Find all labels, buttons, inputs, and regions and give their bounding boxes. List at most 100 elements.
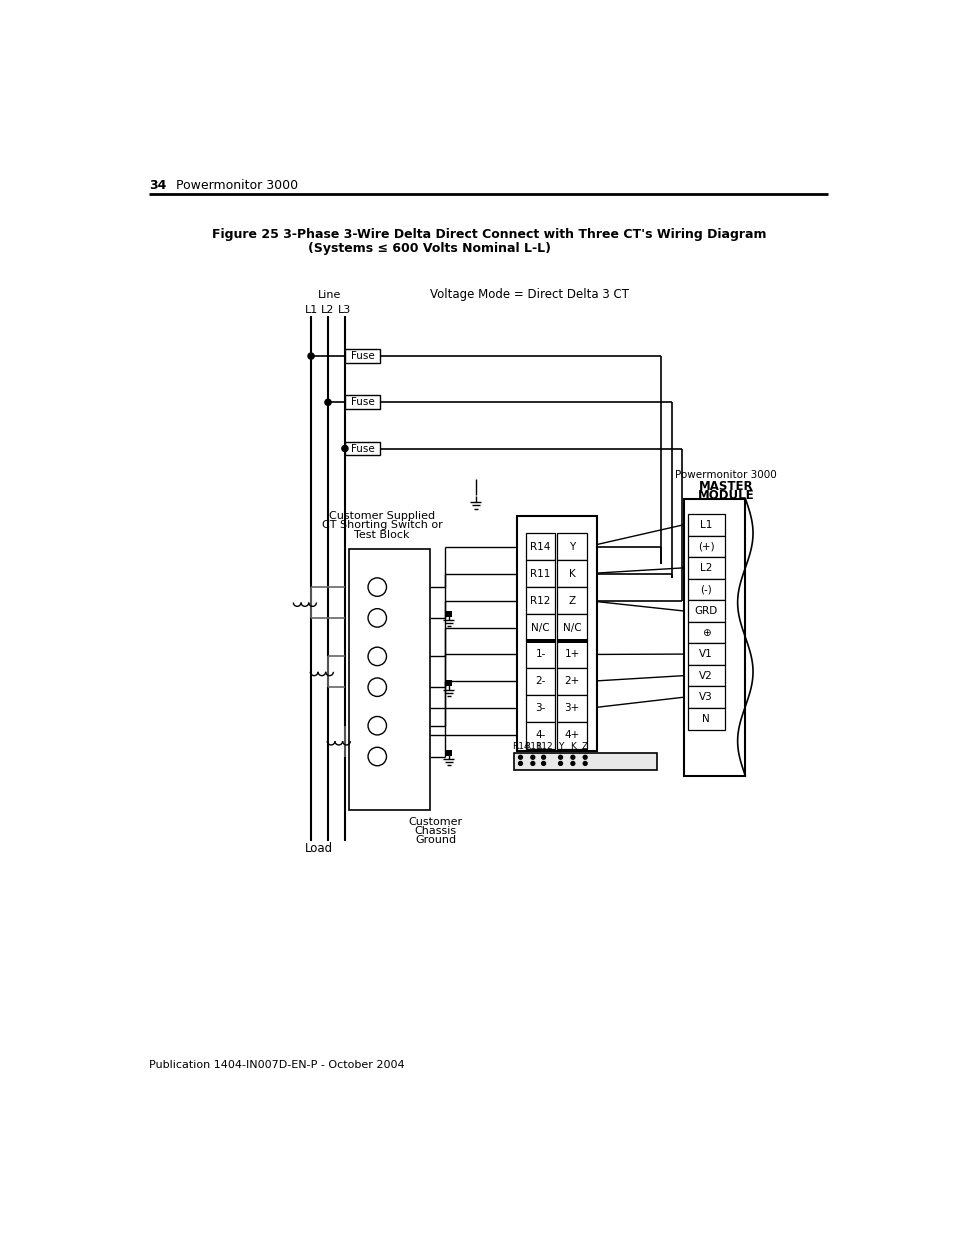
Bar <box>687 514 723 536</box>
Bar <box>687 708 723 730</box>
Bar <box>557 641 587 668</box>
Text: Y: Y <box>568 542 575 552</box>
Text: GRD: GRD <box>694 606 717 616</box>
Text: V2: V2 <box>699 671 712 680</box>
Text: N/C: N/C <box>531 622 549 632</box>
Text: Load: Load <box>305 842 333 856</box>
Text: MASTER: MASTER <box>698 479 753 493</box>
Text: 2+: 2+ <box>564 677 579 687</box>
Bar <box>687 536 723 557</box>
Bar <box>445 680 452 687</box>
Bar <box>557 614 587 641</box>
Text: R12: R12 <box>530 595 550 605</box>
Bar <box>525 640 555 642</box>
Text: Chassis: Chassis <box>415 826 456 836</box>
Bar <box>525 721 555 748</box>
Text: CT Shorting Switch or: CT Shorting Switch or <box>321 520 442 531</box>
Text: 4+: 4+ <box>564 730 579 740</box>
Text: 2-: 2- <box>535 677 545 687</box>
Bar <box>687 643 723 664</box>
Circle shape <box>368 578 386 597</box>
Circle shape <box>325 399 331 405</box>
Text: L3: L3 <box>338 305 352 315</box>
Text: Customer Supplied: Customer Supplied <box>329 511 435 521</box>
Text: Test Block: Test Block <box>354 530 409 540</box>
Bar <box>345 350 380 363</box>
Bar <box>557 587 587 614</box>
Circle shape <box>368 647 386 666</box>
Bar <box>525 668 555 695</box>
Text: R14: R14 <box>530 542 550 552</box>
Text: Voltage Mode = Direct Delta 3 CT: Voltage Mode = Direct Delta 3 CT <box>430 288 629 301</box>
Circle shape <box>541 756 545 760</box>
Text: Z: Z <box>568 595 575 605</box>
Circle shape <box>368 609 386 627</box>
Bar <box>557 695 587 721</box>
Bar <box>445 611 452 618</box>
Text: 1+: 1+ <box>564 650 579 659</box>
Text: R11: R11 <box>523 742 541 751</box>
Text: R14: R14 <box>511 742 529 751</box>
Bar <box>557 561 587 587</box>
Text: (-): (-) <box>700 584 711 594</box>
Text: Fuse: Fuse <box>351 398 375 408</box>
Bar <box>517 516 597 751</box>
Bar <box>687 664 723 687</box>
Text: L2: L2 <box>700 563 712 573</box>
Circle shape <box>368 678 386 697</box>
Bar <box>687 687 723 708</box>
Bar <box>687 557 723 579</box>
Circle shape <box>368 747 386 766</box>
Bar <box>525 641 555 668</box>
Bar <box>445 750 452 756</box>
Text: Z: Z <box>581 742 588 751</box>
Text: Fuse: Fuse <box>351 443 375 453</box>
Text: (+): (+) <box>697 541 714 551</box>
Text: ⊕: ⊕ <box>701 627 710 637</box>
Bar <box>687 600 723 621</box>
Circle shape <box>530 762 535 766</box>
Text: 34: 34 <box>150 179 167 191</box>
Text: L2: L2 <box>321 305 335 315</box>
Bar <box>345 395 380 409</box>
Bar <box>345 442 380 456</box>
Text: 1-: 1- <box>535 650 545 659</box>
Circle shape <box>570 762 574 766</box>
Text: N/C: N/C <box>562 622 580 632</box>
Circle shape <box>570 756 574 760</box>
Text: V3: V3 <box>699 692 712 703</box>
Text: N: N <box>701 714 709 724</box>
Bar <box>525 695 555 721</box>
Circle shape <box>582 762 586 766</box>
Text: L1: L1 <box>700 520 712 530</box>
Text: V1: V1 <box>699 650 712 659</box>
Circle shape <box>558 762 562 766</box>
Text: Y: Y <box>558 742 562 751</box>
Bar <box>525 614 555 641</box>
Text: MODULE: MODULE <box>697 489 754 501</box>
Text: Fuse: Fuse <box>351 351 375 361</box>
Circle shape <box>530 756 535 760</box>
Bar <box>525 534 555 561</box>
Bar <box>514 752 656 769</box>
Bar <box>557 721 587 748</box>
Text: K: K <box>568 568 575 579</box>
Text: Powermonitor 3000: Powermonitor 3000 <box>175 179 297 191</box>
Text: L1: L1 <box>304 305 317 315</box>
Text: (Systems ≤ 600 Volts Nominal L-L): (Systems ≤ 600 Volts Nominal L-L) <box>308 242 551 254</box>
Text: K: K <box>569 742 576 751</box>
Text: Figure 25 3-Phase 3-Wire Delta Direct Connect with Three CT's Wiring Diagram: Figure 25 3-Phase 3-Wire Delta Direct Co… <box>212 228 765 241</box>
Circle shape <box>368 716 386 735</box>
Bar <box>557 640 587 642</box>
Bar <box>525 561 555 587</box>
Text: R11: R11 <box>530 568 550 579</box>
Circle shape <box>582 756 586 760</box>
Bar <box>557 534 587 561</box>
Text: 3+: 3+ <box>564 704 579 714</box>
Text: Ground: Ground <box>415 835 456 846</box>
Bar <box>525 587 555 614</box>
Text: R12: R12 <box>535 742 552 751</box>
Circle shape <box>308 353 314 359</box>
Circle shape <box>541 762 545 766</box>
Bar <box>683 499 744 776</box>
